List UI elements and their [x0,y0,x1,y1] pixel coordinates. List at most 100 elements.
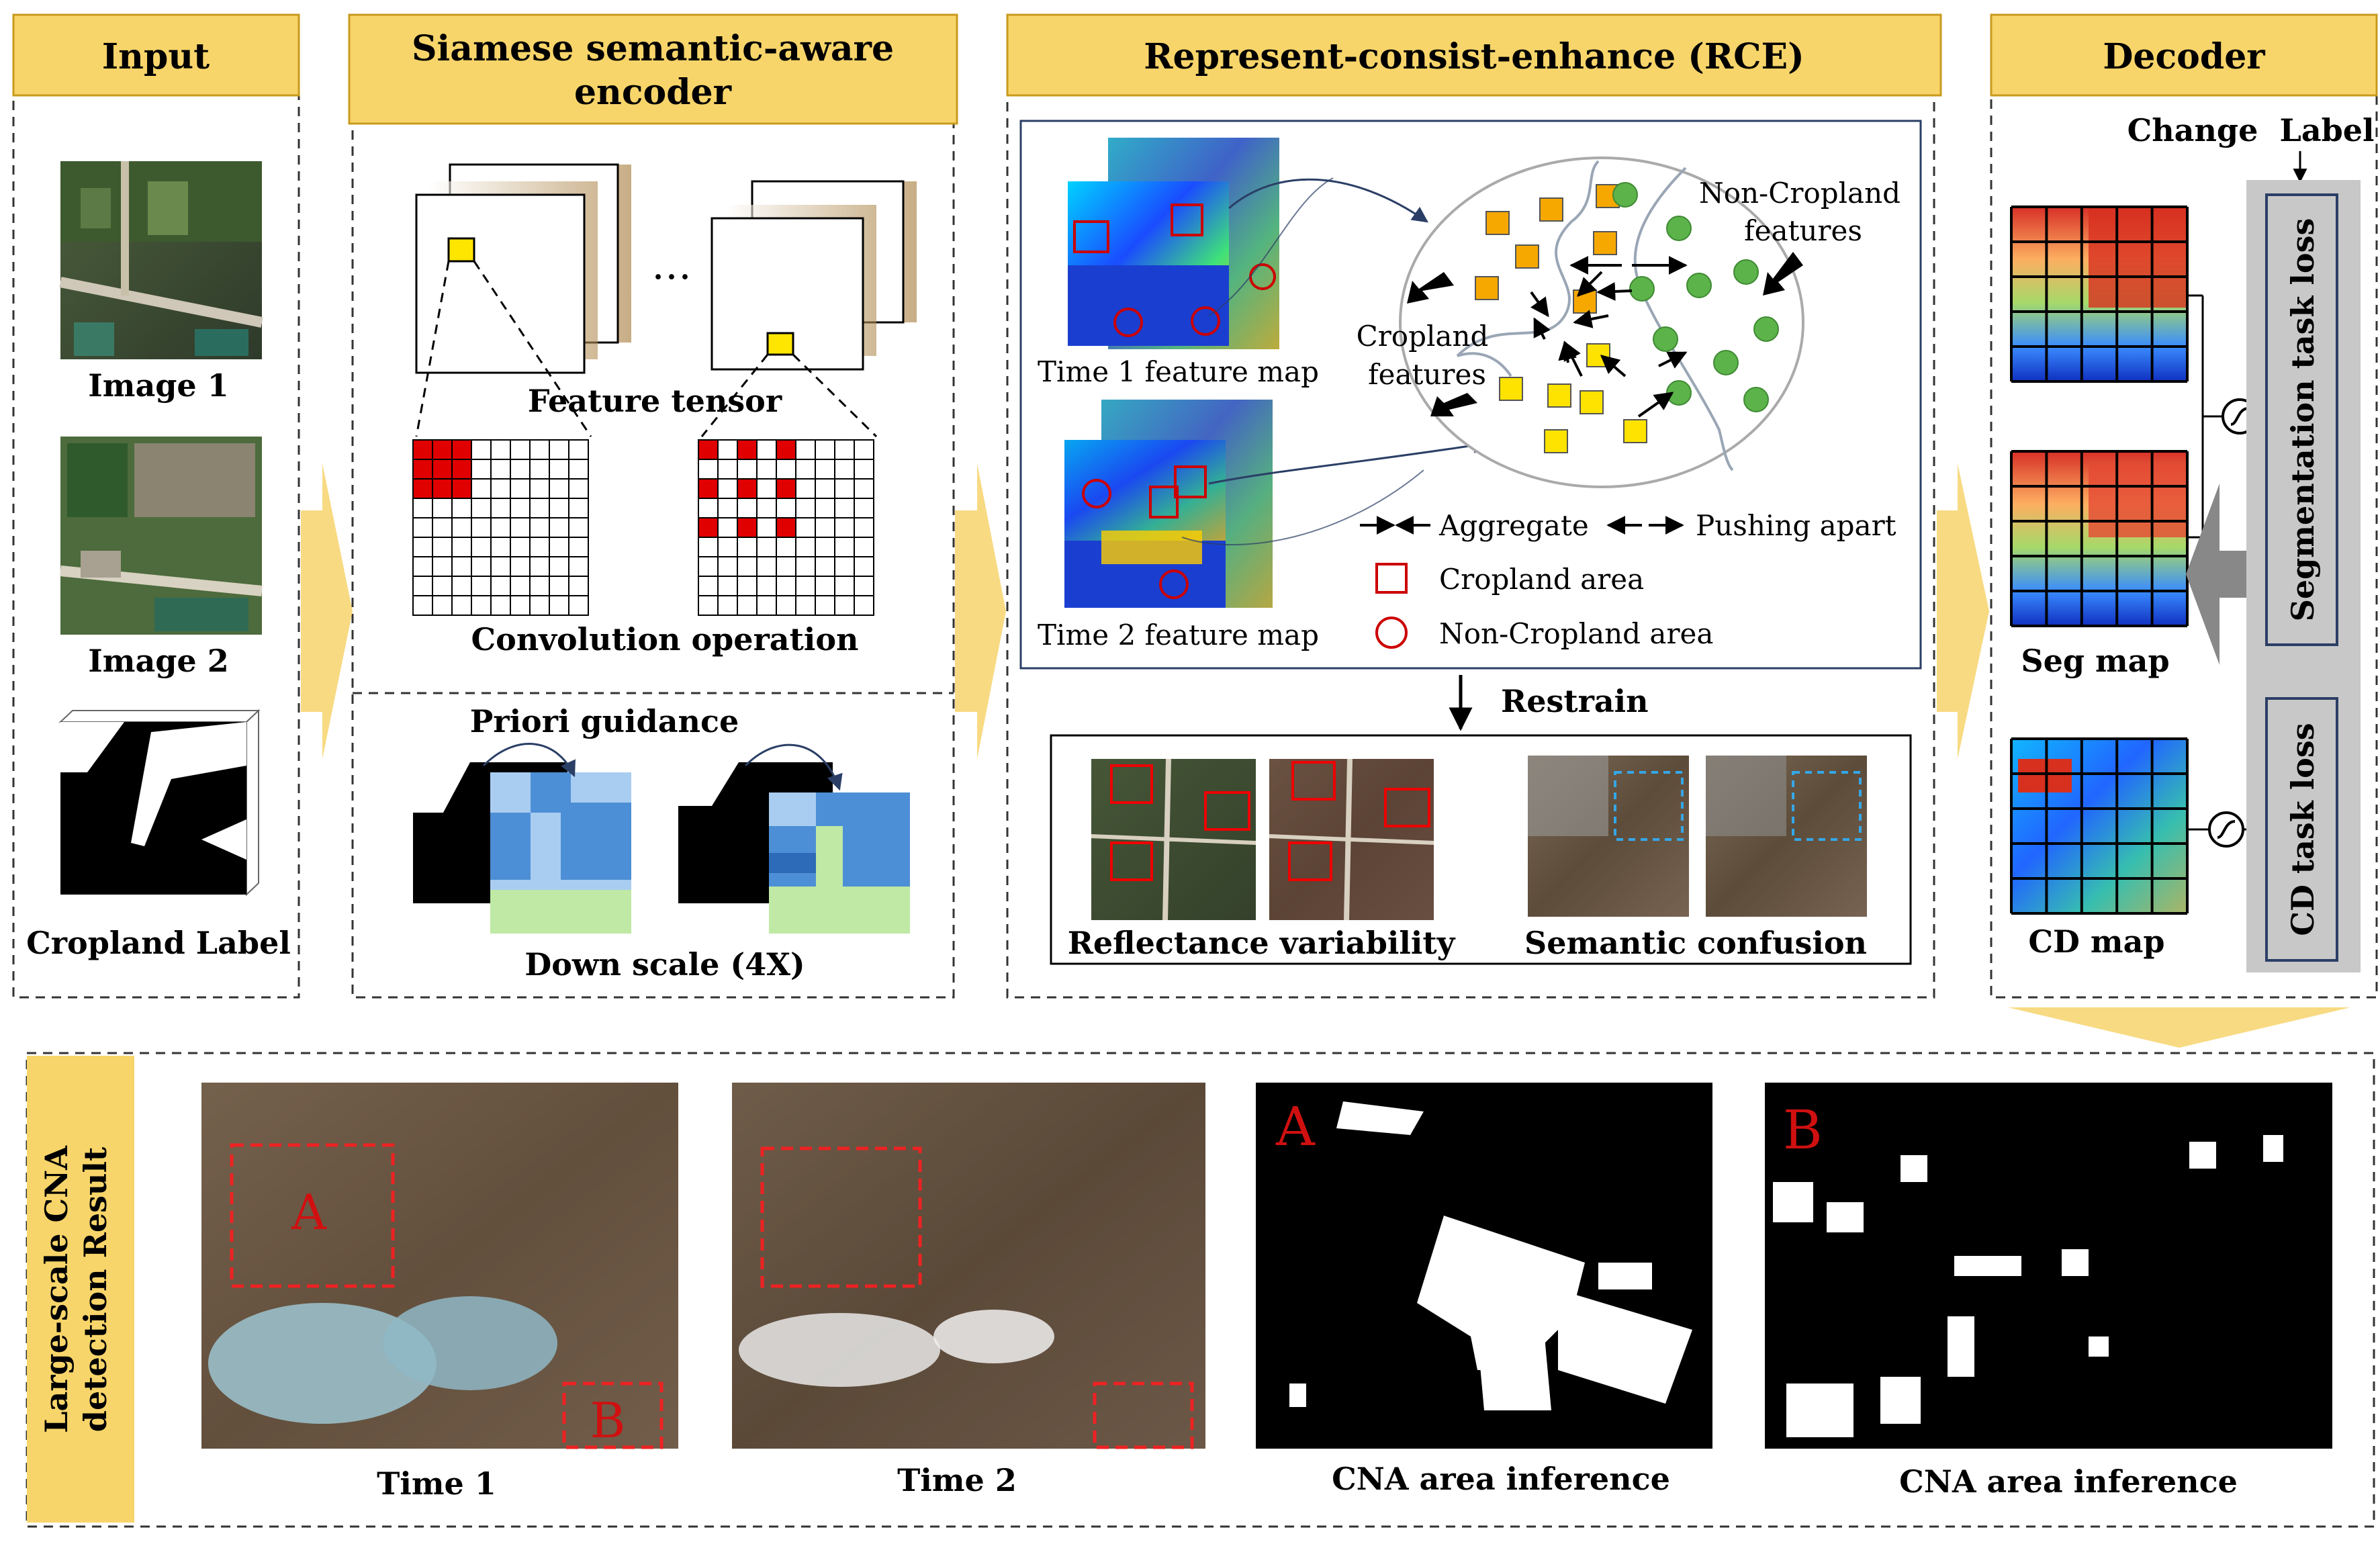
reflectance-image-2 [1269,758,1434,921]
grid-cell [698,556,719,577]
grid-cell [549,478,569,499]
grid-cell [795,556,816,577]
grid-cell [834,459,855,480]
time2-feature-map [1064,400,1273,608]
grid-cell [490,478,511,499]
restrain-label: Restrain [1501,683,1649,719]
grid-cell [549,595,569,616]
grid-cell [568,517,589,538]
grid-cell [795,498,816,518]
grid-cell [549,537,569,557]
grid-cell [717,556,738,577]
grid-cell [776,537,796,557]
grid-cell [795,478,816,499]
grid-cell [815,595,835,616]
image1-thumbnail [59,161,263,359]
reflectance-label: Reflectance variability [1068,925,1456,961]
encoder-header-line1: Siamese semantic-aware [412,28,894,69]
semantic-label: Semantic confusion [1524,925,1867,961]
grid-cell [451,576,472,596]
input-header [12,13,300,97]
grid-cell [737,517,758,538]
cd-map-label: CD map [2028,923,2164,960]
grid-cell [737,498,758,518]
grid-cell [568,459,589,480]
legend-noncropland: Non-Cropland area [1439,617,1713,650]
cd-loss-label: CD task loss [2285,723,2321,936]
flow-arrow-1 [301,463,353,759]
grid-cell [698,595,719,616]
grid-cell [834,478,855,499]
grid-cell [510,478,531,499]
result-time2-image [732,1083,1205,1449]
push-arrow-big [1763,252,1803,296]
input-panel [12,52,300,999]
cropland-features-line1: Cropland [1357,320,1489,353]
legend-noncropland-icon [1375,617,1408,649]
grid-cell [510,498,531,518]
grid-cell [698,478,719,499]
grid-cell [756,439,777,460]
result-side-line2: detection Result [77,1146,113,1432]
grid-cell [815,498,835,518]
grid-cell [412,576,433,596]
grid-cell [432,556,453,577]
map-to-space-curve [1208,177,1334,316]
semantic-image-2 [1706,756,1867,917]
grid-cell [432,478,453,499]
grid-cell [490,576,511,596]
grid-cell [854,576,874,596]
grid-cell [471,537,492,557]
grid-cell [529,517,550,538]
grid-cell [412,537,433,557]
grid-cell [510,556,531,577]
grid-cell [490,556,511,577]
grid-cell [698,517,719,538]
result-time2-label: Time 2 [897,1462,1017,1498]
grid-cell [854,517,874,538]
grid-cell [834,517,855,538]
grid-cell [737,459,758,480]
grid-cell [490,459,511,480]
map-to-space-curve [1181,469,1424,546]
grid-cell [432,537,453,557]
inference-a-letter: A [1275,1095,1316,1158]
grid-cell [815,439,835,460]
grid-cell [776,576,796,596]
time1-feature-map [1068,138,1279,349]
grid-cell [451,595,472,616]
grid-cell [490,498,511,518]
grid-cell [568,498,589,518]
seg-map-label: Seg map [2021,643,2169,679]
rce-panel [1006,93,1935,999]
label-label: Label [2279,112,2374,148]
grid-cell [717,595,738,616]
priori-mask-left [413,762,631,934]
grid-cell [529,459,550,480]
grid-cell [549,576,569,596]
legend-aggregate: Aggregate [1438,509,1589,542]
cropland-feature-points [1475,184,1647,453]
priori-label: Priori guidance [470,703,739,739]
seg-loss-box [2265,193,2338,646]
grid-cell [795,595,816,616]
grid-cell [471,498,492,518]
reflectance-image-1 [1091,758,1256,921]
grid-cell [737,576,758,596]
grid-cell [815,478,835,499]
aggregate-push-arrows [1530,256,1688,418]
grid-cell [795,517,816,538]
grid-cell [698,576,719,596]
grid-cell [471,439,492,460]
grid-cell [432,595,453,616]
result-time1-image [201,1083,678,1449]
change-label: Change [2127,112,2258,148]
grid-cell [815,517,835,538]
map-to-space-curve [1228,178,1428,223]
grid-cell [412,517,433,538]
grid-cell [510,459,531,480]
grid-cell [568,595,589,616]
downscale-label: Down scale (4X) [524,946,805,983]
encoder-header-line2: encoder [574,72,732,113]
conv-grid-left [412,439,589,616]
